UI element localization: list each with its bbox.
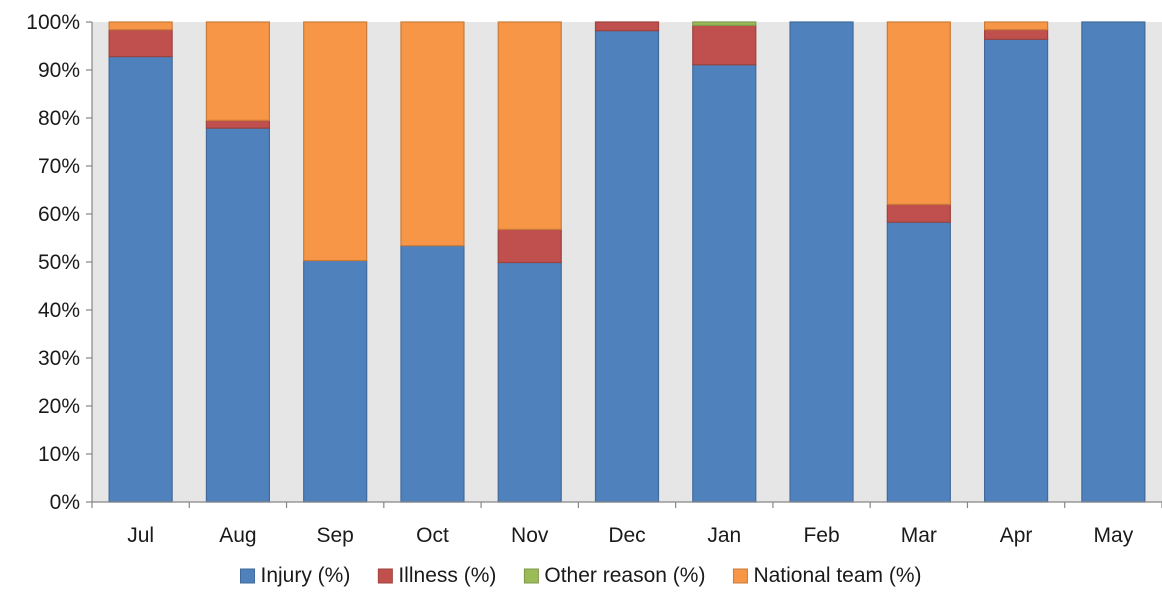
bar-mar-series-3 [886, 21, 951, 205]
y-tick-label: 20% [38, 395, 80, 418]
bar-oct-series-0 [400, 245, 465, 503]
axes: 0% 10% 20% 30% 40% 50% 60% 70% 80% 90% 100% Jul Aug S… [26, 11, 1162, 547]
y-tick-label: 90% [38, 59, 80, 82]
bar-aug-series-1 [205, 119, 271, 129]
bar-dec-series-0 [594, 30, 660, 503]
bar-mar-series-1 [886, 203, 951, 223]
x-tick-label: Oct [416, 524, 449, 547]
y-tick-label: 30% [38, 347, 80, 370]
x-tick-label: Jul [127, 524, 154, 547]
x-tick-label: Dec [608, 524, 645, 547]
x-tick-label: Nov [511, 524, 549, 547]
bar-jul-series-3 [108, 21, 173, 31]
bar-aug-series-3 [205, 21, 271, 122]
legend-swatch-2 [523, 568, 539, 584]
y-tick-label: 0% [50, 491, 80, 514]
plot-area [92, 21, 1162, 503]
y-tick-label: 60% [38, 203, 80, 226]
x-tick-label: Jan [707, 524, 741, 547]
legend: Injury (%) Illness (%) Other reason (%) Nat… [239, 564, 922, 587]
y-tick-label: 100% [26, 11, 80, 34]
bar-apr-series-1 [983, 29, 1049, 40]
bar-jan-series-0 [692, 64, 757, 503]
bar-feb-series-0 [789, 21, 854, 503]
y-tick-label: 10% [38, 443, 80, 466]
bar-nov-series-3 [497, 21, 562, 230]
bar-mar-series-0 [886, 221, 951, 503]
bar-apr-series-3 [983, 21, 1049, 31]
bar-jan-series-2 [692, 21, 757, 26]
y-tick-label: 80% [38, 107, 80, 130]
bar-aug-series-0 [205, 127, 271, 503]
legend-swatch-0 [239, 568, 255, 584]
x-tick-label: Apr [1000, 524, 1033, 547]
legend-label-2: Other reason (%) [544, 564, 705, 587]
bar-sep-series-3 [303, 21, 368, 262]
x-tick-label: May [1094, 524, 1134, 547]
bar-apr-series-0 [983, 38, 1049, 503]
bar-jul-series-1 [108, 29, 173, 58]
legend-label-0: Injury (%) [260, 564, 350, 587]
bar-jul-series-0 [108, 55, 173, 503]
bar-oct-series-3 [400, 21, 465, 247]
legend-label-1: Illness (%) [398, 564, 496, 587]
y-tick-label: 70% [38, 155, 80, 178]
x-tick-label: Mar [901, 524, 937, 547]
y-tick-label: 40% [38, 299, 80, 322]
y-tick-label: 50% [38, 251, 80, 274]
x-tick-label: Feb [803, 524, 839, 547]
bar-nov-series-1 [497, 228, 562, 264]
legend-swatch-3 [732, 568, 748, 584]
bar-jan-series-1 [692, 24, 757, 66]
bar-may-series-0 [1081, 21, 1146, 503]
x-tick-label: Sep [316, 524, 353, 547]
bar-dec-series-1 [594, 21, 660, 32]
bar-sep-series-0 [303, 259, 368, 503]
legend-label-3: National team (%) [753, 564, 921, 587]
x-tick-label: Aug [219, 524, 256, 547]
bar-nov-series-0 [497, 261, 562, 503]
legend-swatch-1 [377, 568, 393, 584]
